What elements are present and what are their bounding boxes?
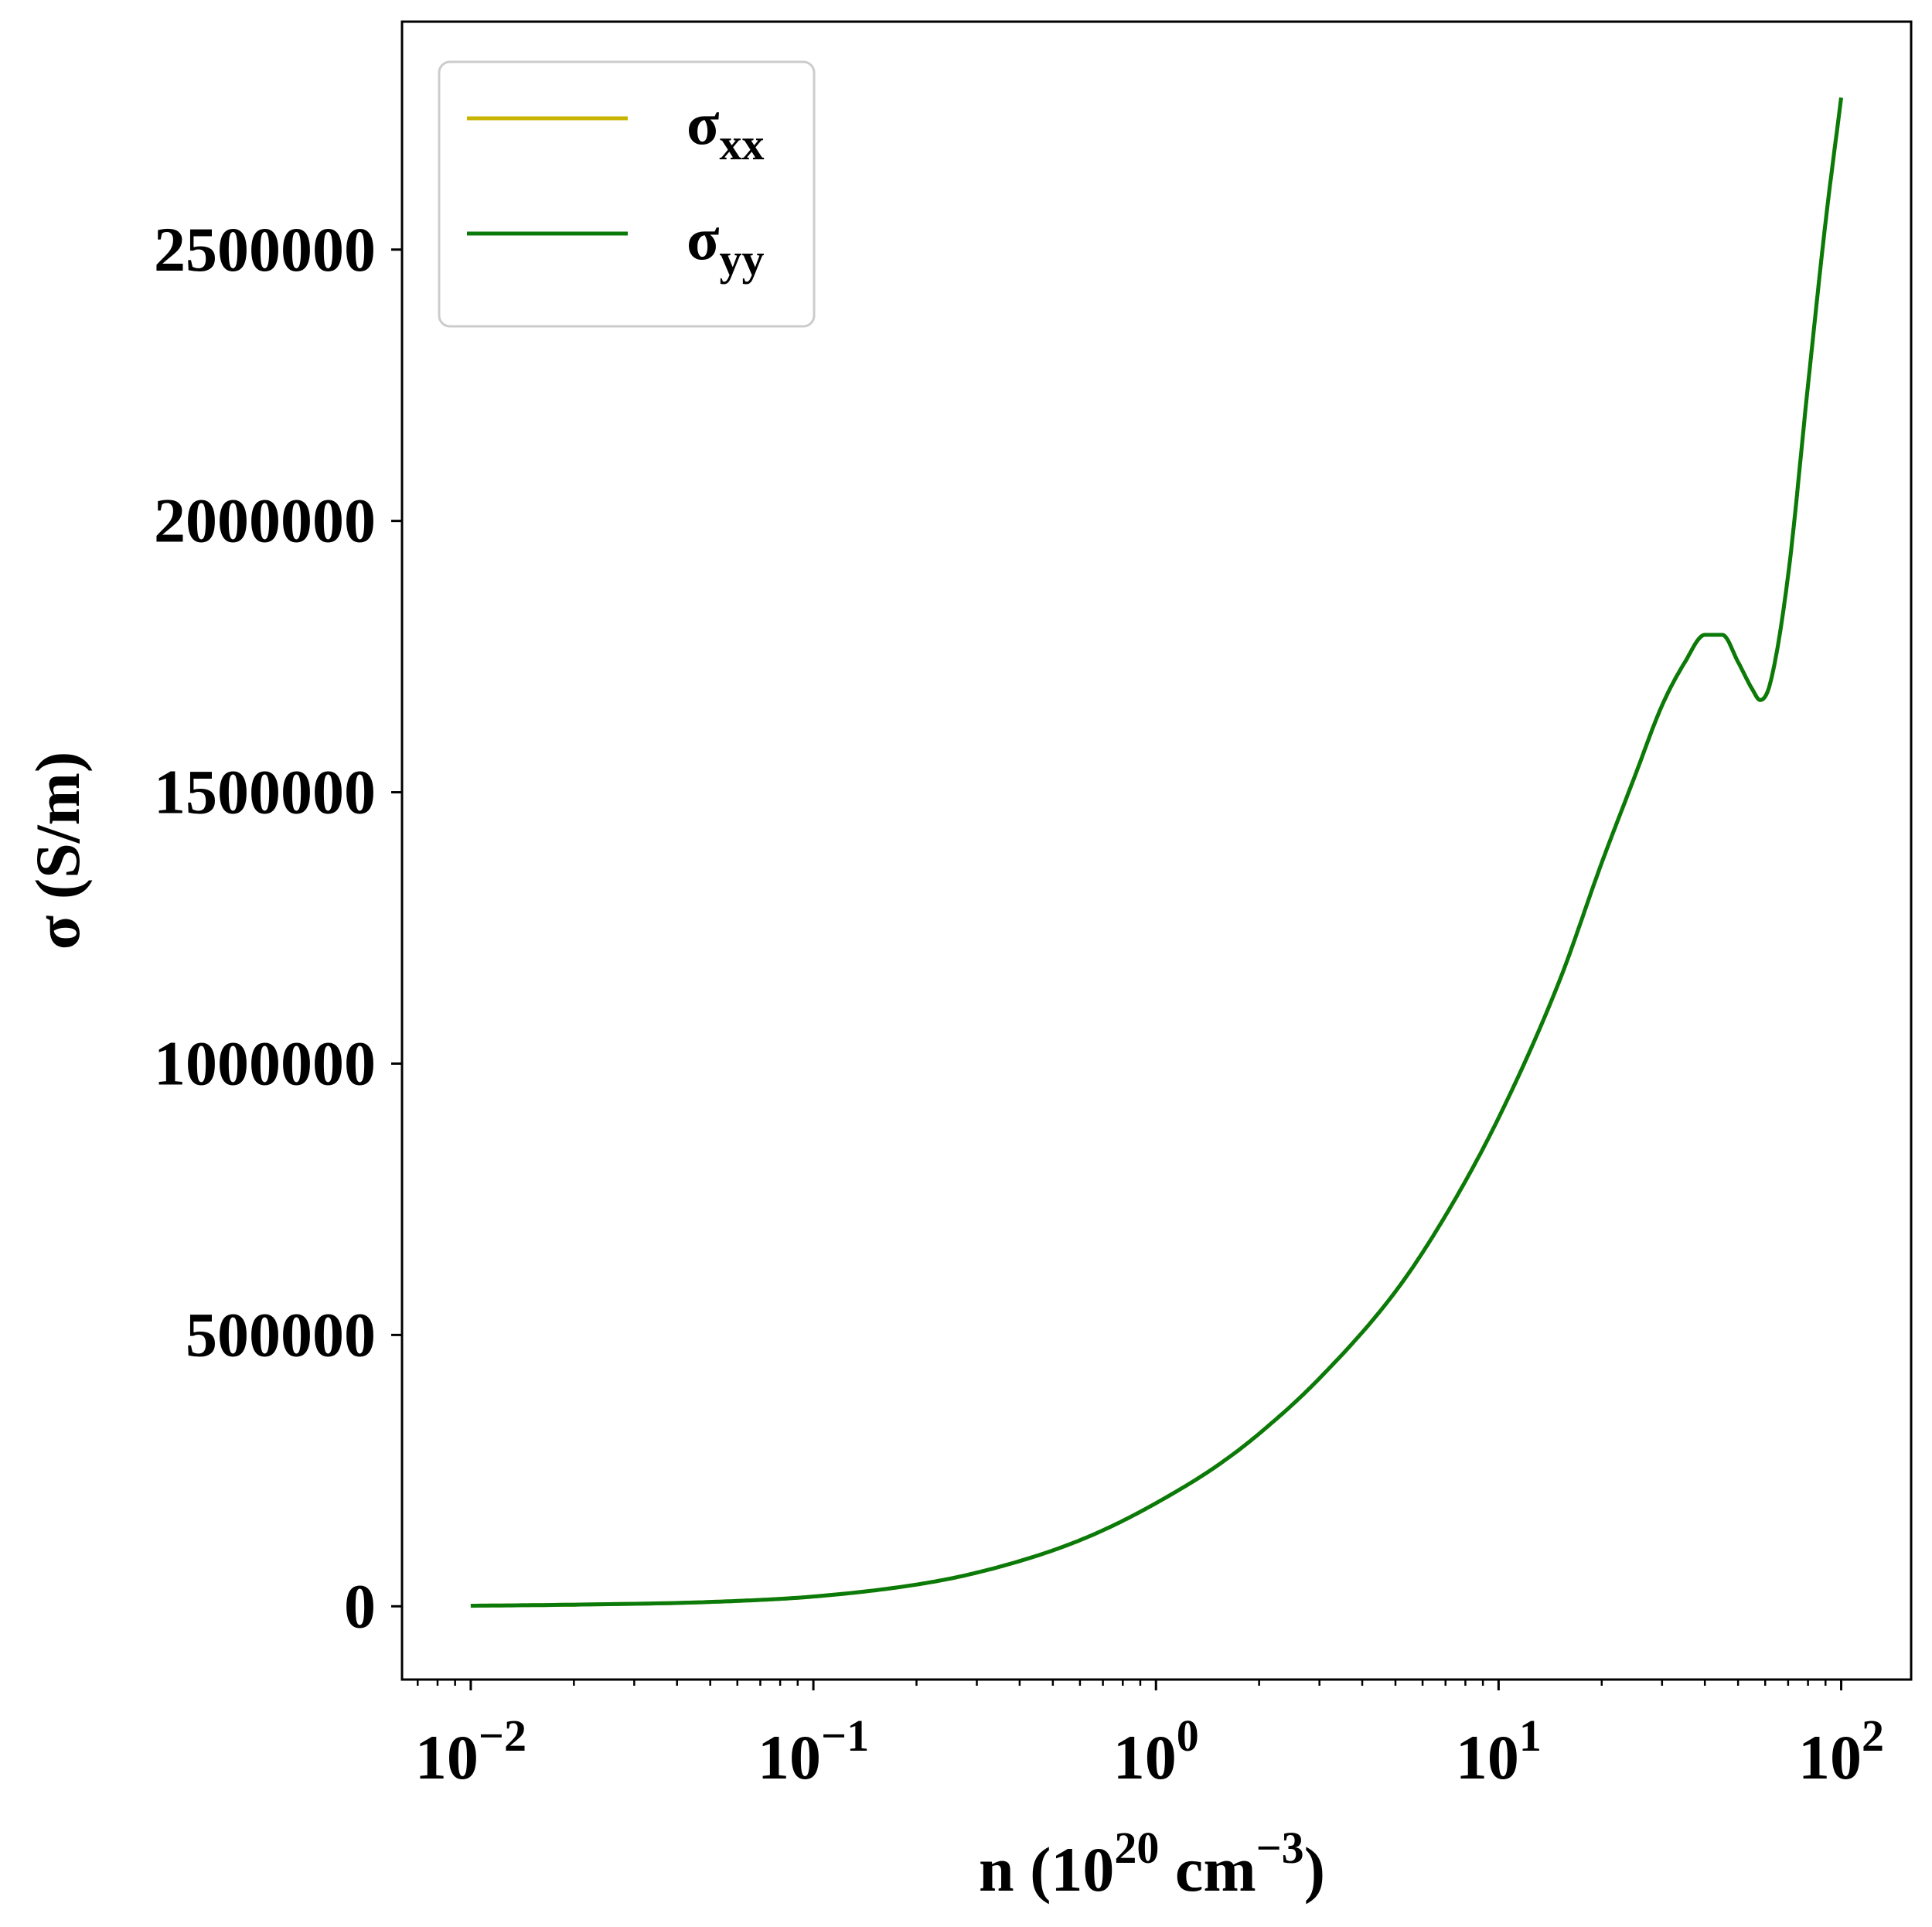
y-axis-title: σ (S/m) [22,752,93,950]
x-tick-label: 100 [1113,1710,1199,1792]
x-tick-label: 10−1 [758,1710,869,1792]
series-layer [470,97,1843,1608]
legend-label-sigma-xx: σxx [687,90,764,169]
x-tick-label: 101 [1456,1710,1542,1792]
plot-frame [400,20,1913,1681]
x-tick-label: 10−2 [415,1710,526,1792]
x-axis-title-middle: cm [1159,1834,1256,1905]
y-tick-label: 500000 [186,1299,376,1369]
legend-label-sigma-yy: σyy [687,205,764,285]
tick-layer: 0 500000 1000000 1500000 2000000 2500000 10−2 1… [154,214,1884,1792]
legend-label-sigma-yy-subscript: yy [719,234,764,285]
x-axis-title-prefix: n (10 [979,1834,1114,1905]
x-axis-title: n (1020 cm−3) [979,1823,1325,1905]
legend-label-sigma-xx-subscript: xx [719,119,764,169]
y-tick-label: 2500000 [154,214,376,285]
series-line-sigma-yy [470,97,1843,1608]
legend-frame [438,60,816,328]
y-tick-label: 1000000 [154,1028,376,1098]
legend-label-sigma-xx-symbol: σ [687,90,719,157]
x-axis-title-sup2: −3 [1256,1823,1304,1873]
x-axis-title-suffix: ) [1304,1834,1325,1905]
y-tick-label: 0 [344,1571,376,1641]
y-tick-label: 2000000 [154,486,376,556]
x-axis-title-sup1: 20 [1114,1823,1159,1873]
y-tick-label: 1500000 [154,757,376,827]
legend: σxx σyy [438,60,816,328]
legend-label-sigma-yy-symbol: σ [687,205,719,272]
x-tick-label: 102 [1798,1710,1884,1792]
